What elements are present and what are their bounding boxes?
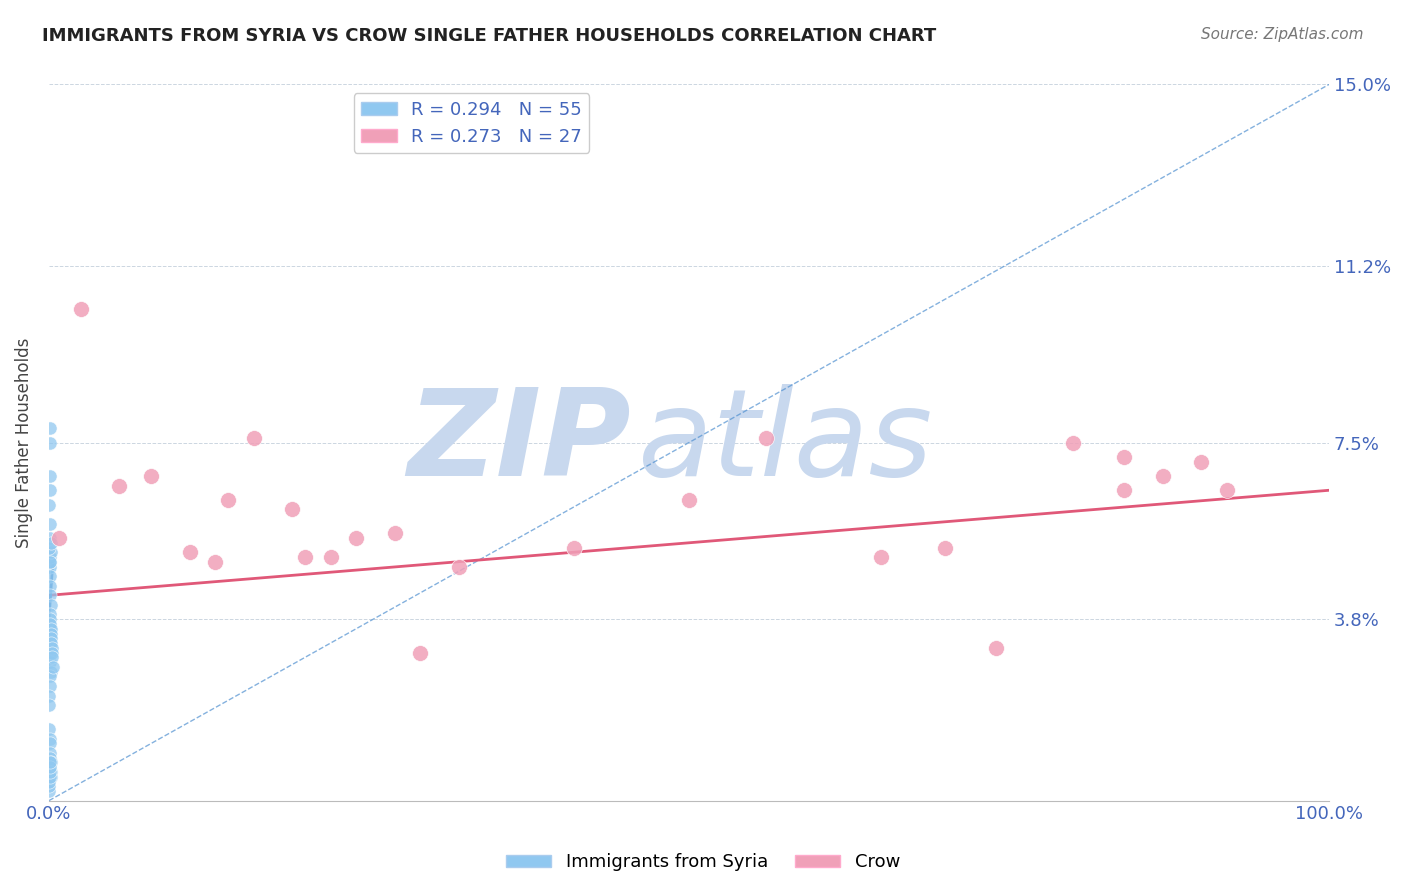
Point: [39, 669, 62, 683]
Point: [1062, 435, 1084, 450]
Point: [38, 559, 60, 574]
Point: [38, 784, 60, 798]
Point: [38, 689, 60, 703]
Point: [39, 550, 62, 565]
Point: [38, 617, 60, 632]
Point: [39, 636, 62, 650]
Point: [39, 622, 62, 636]
Point: [38, 764, 60, 779]
Point: [41, 660, 63, 674]
Point: [48, 531, 70, 545]
Point: [39, 746, 62, 760]
Point: [108, 478, 131, 492]
Point: [39, 516, 62, 531]
Point: [1114, 450, 1136, 464]
Point: [39, 545, 62, 559]
Point: [447, 559, 470, 574]
Point: [39, 770, 62, 784]
Point: [39, 469, 62, 483]
Point: [39, 756, 62, 770]
Point: [38, 736, 60, 750]
Point: [39, 555, 62, 569]
Point: [319, 550, 342, 565]
Legend: Immigrants from Syria, Crow: Immigrants from Syria, Crow: [499, 847, 907, 879]
Point: [38, 541, 60, 555]
Point: [39, 760, 62, 774]
Point: [70, 301, 93, 316]
Point: [38, 698, 60, 713]
Y-axis label: Single Father Households: Single Father Households: [15, 337, 32, 548]
Point: [678, 492, 700, 507]
Point: [562, 541, 585, 555]
Point: [41, 640, 63, 655]
Point: [38, 731, 60, 746]
Text: ZIP: ZIP: [408, 384, 631, 501]
Point: [986, 640, 1008, 655]
Point: [39, 421, 62, 435]
Point: [39, 598, 62, 612]
Point: [38, 498, 60, 512]
Point: [39, 555, 62, 569]
Point: [39, 750, 62, 764]
Point: [1152, 469, 1174, 483]
Point: [242, 431, 264, 445]
Point: [39, 632, 62, 646]
Point: [1189, 455, 1212, 469]
Point: [39, 617, 62, 632]
Point: [38, 774, 60, 789]
Point: [39, 665, 62, 679]
Point: [179, 545, 201, 559]
Point: [38, 435, 60, 450]
Point: [38, 483, 60, 498]
Point: [1215, 483, 1237, 498]
Point: [38, 579, 60, 593]
Point: [38, 531, 60, 545]
Point: [38, 607, 60, 622]
Legend: R = 0.294   N = 55, R = 0.273   N = 27: R = 0.294 N = 55, R = 0.273 N = 27: [353, 94, 589, 153]
Point: [41, 646, 63, 660]
Point: [281, 502, 304, 516]
Point: [384, 526, 406, 541]
Point: [38, 569, 60, 583]
Point: [38, 722, 60, 736]
Point: [39, 536, 62, 550]
Point: [755, 431, 778, 445]
Point: [39, 756, 62, 770]
Point: [344, 531, 367, 545]
Point: [217, 492, 239, 507]
Point: [934, 541, 956, 555]
Point: [204, 555, 226, 569]
Point: [41, 650, 63, 665]
Text: IMMIGRANTS FROM SYRIA VS CROW SINGLE FATHER HOUSEHOLDS CORRELATION CHART: IMMIGRANTS FROM SYRIA VS CROW SINGLE FAT…: [42, 27, 936, 45]
Point: [39, 626, 62, 640]
Point: [38, 636, 60, 650]
Point: [294, 550, 316, 565]
Point: [39, 612, 62, 626]
Text: Source: ZipAtlas.com: Source: ZipAtlas.com: [1201, 27, 1364, 42]
Point: [38, 679, 60, 693]
Point: [38, 770, 60, 784]
Text: atlas: atlas: [638, 384, 934, 501]
Point: [39, 626, 62, 640]
Point: [870, 550, 893, 565]
Point: [1114, 483, 1136, 498]
Point: [38, 779, 60, 793]
Point: [39, 622, 62, 636]
Point: [409, 646, 432, 660]
Point: [39, 588, 62, 602]
Point: [38, 646, 60, 660]
Point: [141, 469, 163, 483]
Point: [39, 764, 62, 779]
Point: [39, 655, 62, 669]
